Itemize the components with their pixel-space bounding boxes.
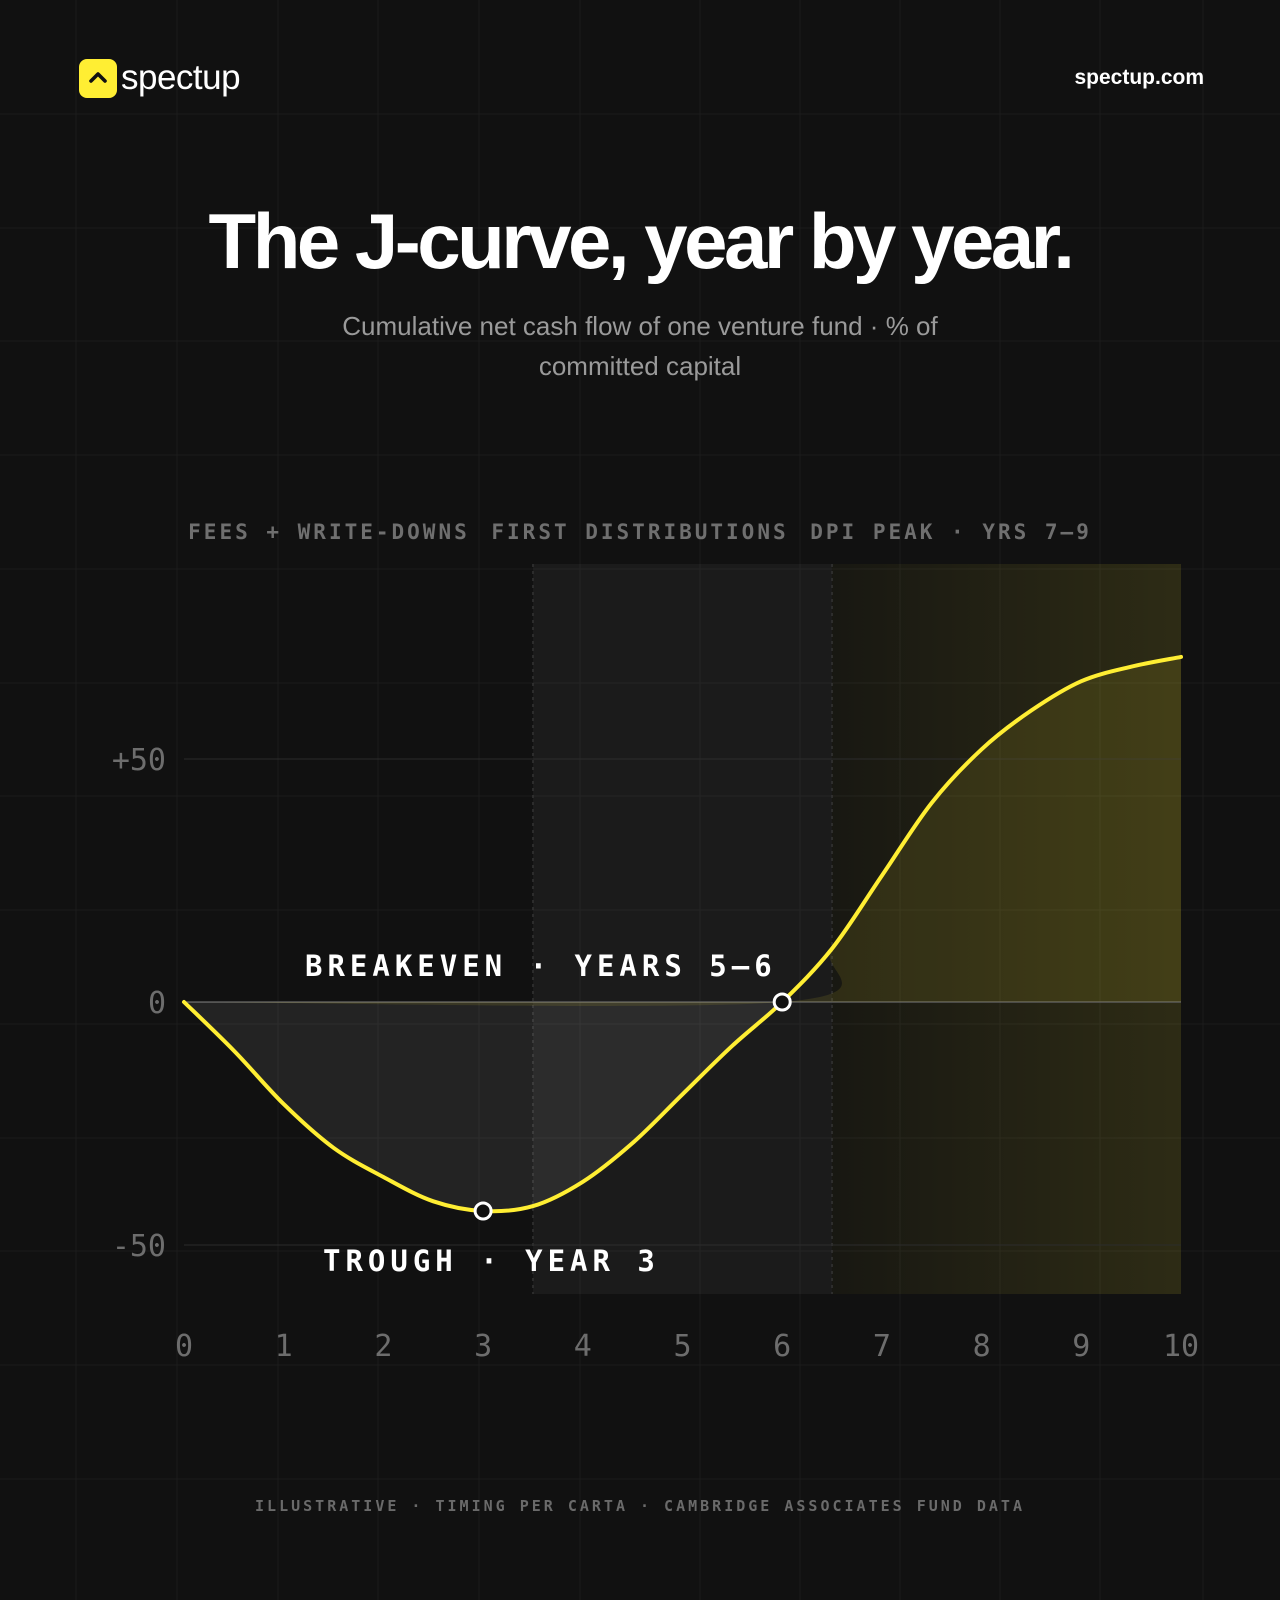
- page-subtitle: Cumulative net cash flow of one venture …: [342, 311, 938, 381]
- phase-labels: FEES + WRITE-DOWNS FIRST DISTRIBUTIONS D…: [0, 520, 1280, 544]
- x-tick-label: 5: [673, 1329, 691, 1364]
- y-tick-label: +50: [112, 743, 166, 778]
- breakeven-label: BREAKEVEN · YEARS 5–6: [305, 949, 777, 983]
- logo-text: spectup: [121, 58, 241, 97]
- y-tick-label: 0: [148, 986, 166, 1021]
- x-tick-label: 2: [374, 1329, 392, 1364]
- phase-label-fees: FEES + WRITE-DOWNS: [188, 520, 470, 544]
- phase-band: [832, 564, 1181, 1294]
- x-tick-label: 7: [873, 1329, 891, 1364]
- point-marker: [473, 1201, 493, 1221]
- x-tick-label: 6: [773, 1329, 791, 1364]
- phase-band: [532, 564, 833, 1294]
- chevron-up-icon: [79, 58, 117, 98]
- y-tick-label: -50: [112, 1229, 166, 1264]
- series-line: [182, 654, 1183, 1214]
- x-tick-label: 4: [574, 1329, 592, 1364]
- site-link[interactable]: spectup.com: [1074, 66, 1204, 89]
- x-tick-label: 1: [275, 1329, 293, 1364]
- footer-note: ILLUSTRATIVE · TIMING PER CARTA · CAMBRI…: [255, 1497, 1025, 1515]
- x-tick-label: 3: [474, 1329, 492, 1364]
- header: spectup spectup.com: [0, 0, 1280, 160]
- point-marker: [772, 992, 792, 1012]
- brand-logo[interactable]: spectup: [79, 58, 241, 98]
- phase-label-distributions: FIRST DISTRIBUTIONS: [491, 520, 789, 544]
- x-tick-label: 8: [973, 1329, 991, 1364]
- x-tick-label: 9: [1072, 1329, 1090, 1364]
- x-tick-label: 0: [175, 1329, 193, 1364]
- page-title: The J-curve, year by year.: [208, 197, 1075, 285]
- positive-area: [184, 656, 1181, 1006]
- negative-area: [184, 1002, 783, 1212]
- trough-label: TROUGH · YEAR 3: [323, 1244, 660, 1278]
- x-tick-label: 10: [1163, 1329, 1199, 1364]
- phase-label-dpi-peak: DPI PEAK · YRS 7–9: [810, 520, 1092, 544]
